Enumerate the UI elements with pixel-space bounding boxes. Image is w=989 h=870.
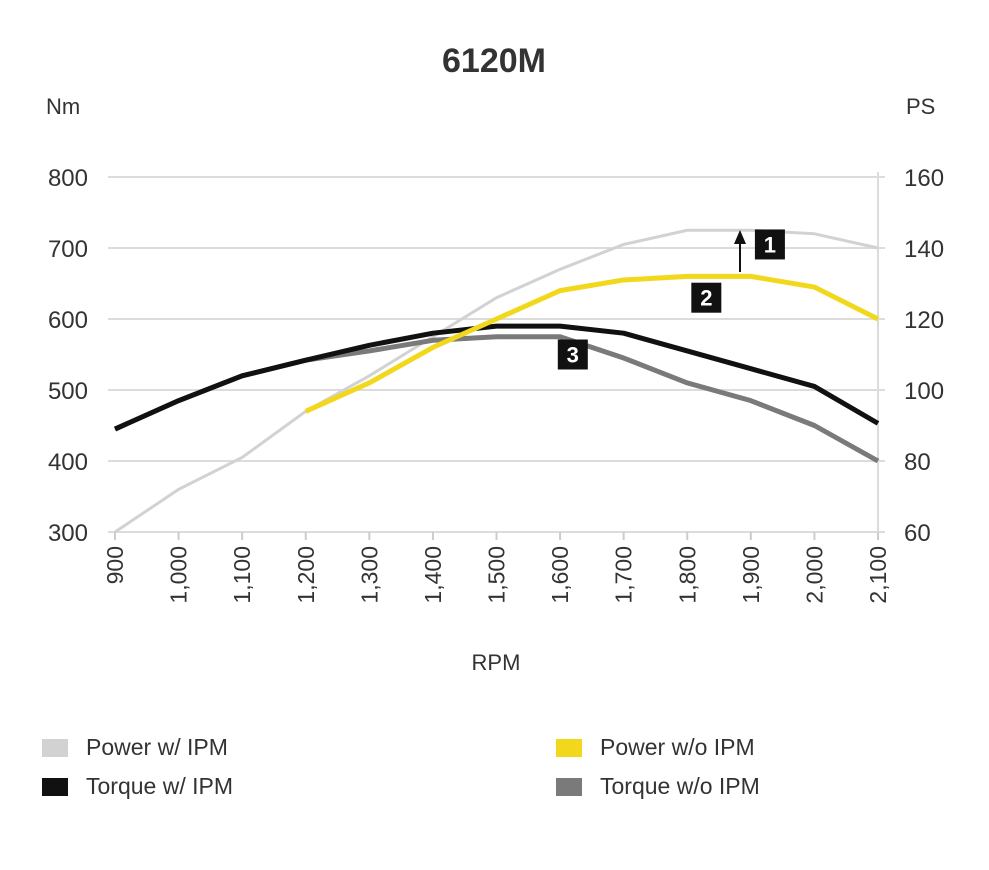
right-axis-label: PS (906, 94, 935, 119)
x-tick-label: 2,100 (865, 546, 891, 604)
y-left-tick-label: 400 (48, 449, 88, 476)
x-tick-label: 2,000 (801, 546, 827, 604)
series-line-power-w-ipm (114, 228, 879, 534)
legend-swatch (42, 738, 68, 757)
x-tick-label: 1,200 (293, 546, 319, 604)
y-left-tick-label: 800 (48, 165, 88, 192)
chart-title: 6120M (442, 42, 546, 80)
legend-item-torque-w-ipm: Torque w/ IPM (42, 773, 233, 800)
x-tick-label: 1,700 (611, 546, 637, 604)
y-left-tick-label: 500 (48, 378, 88, 405)
y-left-tick-label: 600 (48, 307, 88, 334)
annotation-box (557, 339, 588, 370)
legend-label: Torque w/ IPM (86, 773, 233, 799)
legend-label: Torque w/o IPM (600, 773, 760, 799)
x-axis-label: RPM (472, 650, 521, 675)
annotation-label: 2 (700, 286, 712, 311)
y-right-tick-label: 100 (904, 378, 944, 405)
legend-swatch (42, 777, 68, 796)
annotation-marker-1: 1 (754, 229, 785, 260)
x-tick-label: 900 (102, 546, 128, 584)
annotation-box (691, 282, 722, 313)
x-tick-label: 1,000 (166, 546, 192, 604)
x-tick-label: 1,500 (484, 546, 510, 604)
annotation-label: 3 (567, 343, 579, 368)
y-right-tick-label: 140 (904, 236, 944, 263)
x-tick-label: 1,900 (738, 546, 764, 604)
arrow-up-icon (734, 230, 746, 244)
legend-swatch (556, 738, 582, 757)
x-tick-label: 1,300 (356, 546, 382, 604)
x-tick-label: 1,600 (547, 546, 573, 604)
left-axis-label: Nm (46, 94, 80, 119)
x-tick-label: 1,800 (674, 546, 700, 604)
annotation-marker-2: 2 (691, 282, 722, 313)
legend-label: Power w/o IPM (600, 734, 755, 760)
annotation-box (754, 229, 785, 260)
x-tick-label: 1,400 (420, 546, 446, 604)
legend-label: Power w/ IPM (86, 734, 228, 760)
legend-item-power-w-ipm: Power w/ IPM (42, 734, 228, 761)
series-line-power-w-o-ipm (304, 273, 880, 414)
legend-item-torque-wo-ipm: Torque w/o IPM (556, 773, 760, 800)
legend-item-power-wo-ipm: Power w/o IPM (556, 734, 755, 761)
annotation-label: 1 (764, 232, 776, 257)
y-right-tick-label: 80 (904, 449, 931, 476)
x-tick-label: 1,100 (229, 546, 255, 604)
series-line-torque-w-ipm (113, 323, 880, 432)
y-right-tick-label: 60 (904, 520, 931, 547)
y-right-tick-label: 160 (904, 165, 944, 192)
y-right-tick-label: 120 (904, 307, 944, 334)
legend-swatch (556, 777, 582, 796)
y-left-tick-label: 700 (48, 236, 88, 263)
annotation-marker-3: 3 (557, 339, 588, 370)
series-line-torque-w-o-ipm (113, 334, 880, 464)
y-left-tick-label: 300 (48, 520, 88, 547)
